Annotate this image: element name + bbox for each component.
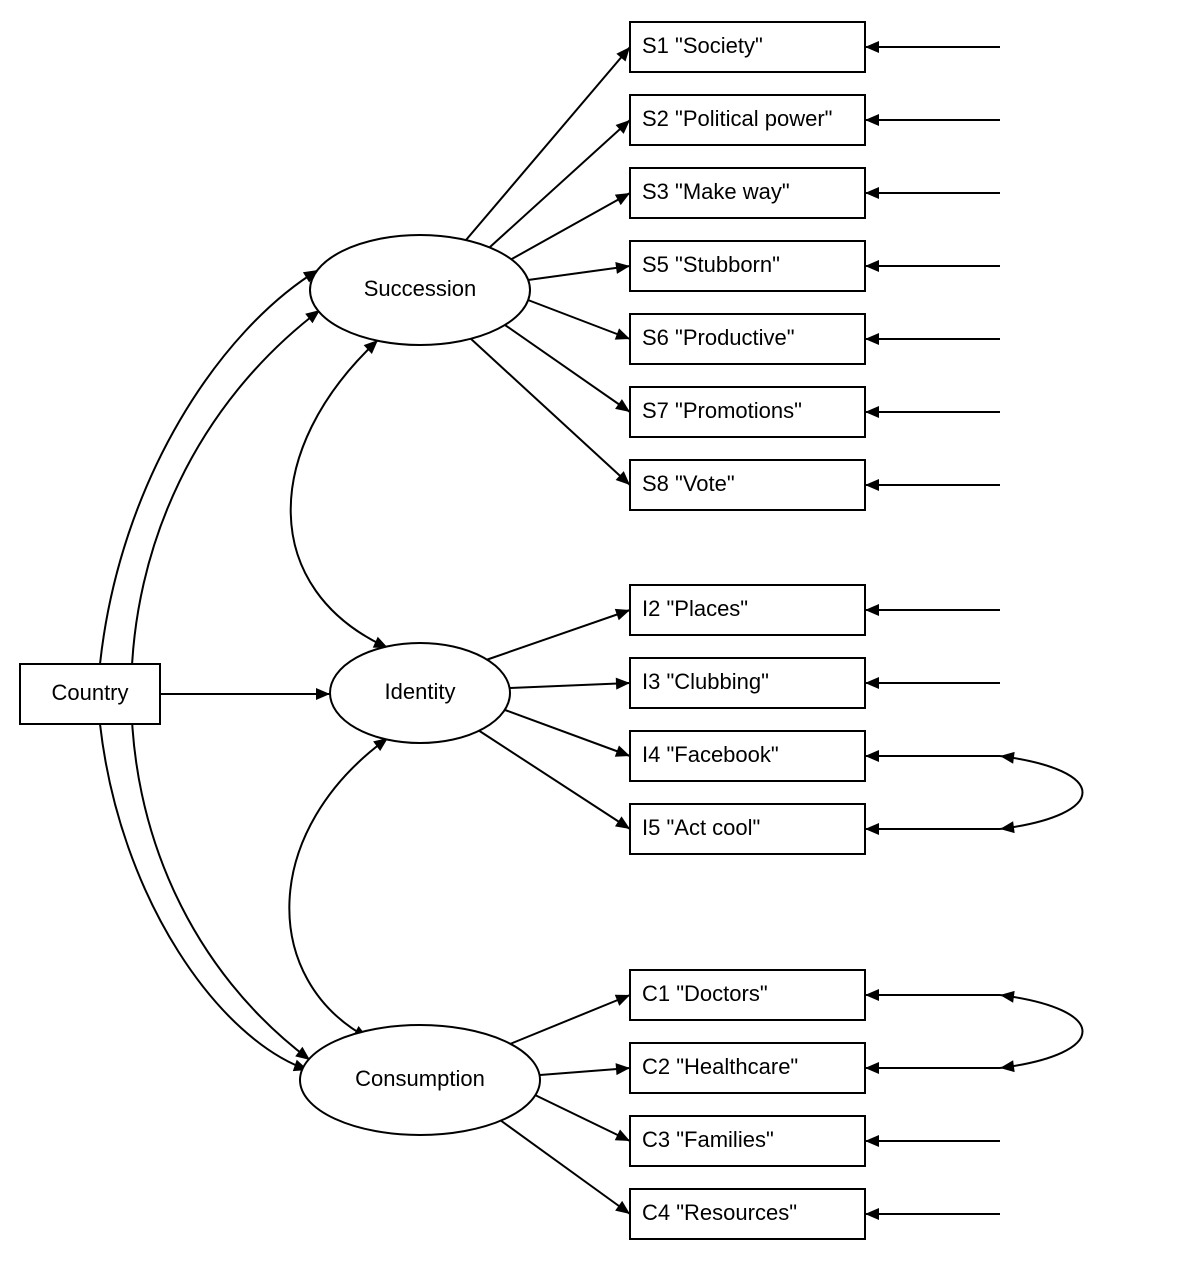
arrowhead (865, 333, 879, 345)
arrowhead (615, 609, 630, 620)
arrowhead (615, 262, 630, 274)
arrowhead (616, 678, 630, 690)
arrowhead (616, 1063, 630, 1075)
arrowhead (865, 1135, 879, 1147)
label-c4: C4 "Resources" (642, 1200, 797, 1225)
arrowhead (295, 1047, 310, 1060)
edge-idnt_i2 (486, 610, 630, 660)
arrowhead (865, 114, 879, 126)
edge-cov_i4_i5 (1000, 756, 1083, 829)
arrowhead (865, 260, 879, 272)
arrowhead (1000, 1060, 1015, 1072)
arrowhead (865, 1208, 879, 1220)
label-s3: S3 "Make way" (642, 179, 790, 204)
label-identity: Identity (385, 679, 456, 704)
edge-idnt_i4 (505, 710, 630, 756)
edge-cons_c3 (535, 1095, 630, 1141)
edge-succ_s7 (505, 325, 630, 412)
arrowhead (615, 995, 630, 1006)
edge-cons_c4 (500, 1120, 630, 1214)
arrowhead (865, 41, 879, 53)
arrowhead (1000, 752, 1015, 764)
label-i4: I4 "Facebook" (642, 742, 779, 767)
label-s5: S5 "Stubborn" (642, 252, 780, 277)
edge-country_to_consumption (100, 724, 308, 1070)
edge-cons_c1 (510, 995, 630, 1044)
arrowhead (615, 1201, 630, 1214)
arrowhead (615, 816, 630, 829)
arrowhead (865, 823, 879, 835)
label-consumption: Consumption (355, 1066, 485, 1091)
arrowhead (865, 1062, 879, 1074)
label-s8: S8 "Vote" (642, 471, 735, 496)
label-i3: I3 "Clubbing" (642, 669, 769, 694)
arrowhead (865, 677, 879, 689)
label-s6: S6 "Productive" (642, 325, 795, 350)
edge-succ_s5 (528, 266, 630, 280)
label-s1: S1 "Society" (642, 33, 763, 58)
edge-succ_s2 (490, 120, 630, 247)
edge-succ_s6 (528, 300, 630, 339)
edge-succ_s8 (470, 338, 630, 485)
arrowhead (865, 479, 879, 491)
label-s2: S2 "Political power" (642, 106, 832, 131)
label-s7: S7 "Promotions" (642, 398, 802, 423)
arrowhead (615, 746, 630, 757)
arrowhead (865, 750, 879, 762)
arrowhead (865, 187, 879, 199)
arrowhead (615, 193, 630, 205)
arrowhead (615, 328, 630, 339)
edge-succ_s3 (510, 193, 630, 260)
arrowhead (615, 399, 630, 412)
arrowhead (1000, 821, 1015, 833)
edge-identity_consumption_cov (289, 738, 388, 1038)
arrowhead (305, 310, 320, 323)
label-i5: I5 "Act cool" (642, 815, 760, 840)
edge-idnt_i3 (510, 683, 630, 688)
sem-diagram: Country Succession Identity Consumption S1 "… (0, 0, 1200, 1268)
arrowhead (316, 688, 330, 700)
label-c3: C3 "Families" (642, 1127, 774, 1152)
label-succession: Succession (364, 276, 477, 301)
arrowhead (1000, 991, 1015, 1003)
arrowhead (865, 604, 879, 616)
edge-cov_c1_c2 (1000, 995, 1083, 1068)
edge-country_to_succession (100, 270, 318, 664)
edge-succession_identity_cov (291, 340, 388, 648)
label-i2: I2 "Places" (642, 596, 748, 621)
edge-idnt_i5 (478, 730, 630, 829)
arrowhead (865, 989, 879, 1001)
label-c1: C1 "Doctors" (642, 981, 768, 1006)
label-country: Country (51, 680, 128, 705)
arrowhead (865, 406, 879, 418)
label-c2: C2 "Healthcare" (642, 1054, 798, 1079)
